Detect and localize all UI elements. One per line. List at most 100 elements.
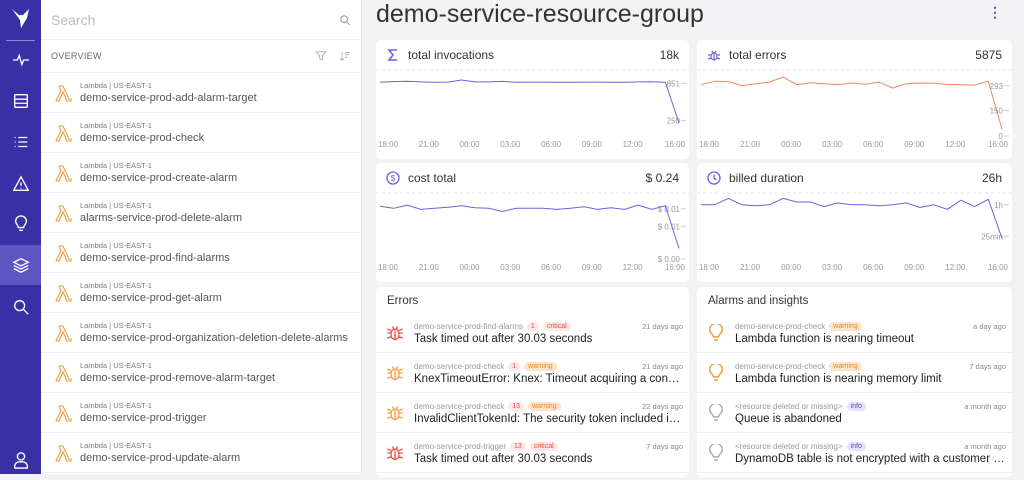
x-tick-label: 03:00 xyxy=(822,140,843,149)
resource-name: demo-service-prod-organization-deletion-… xyxy=(80,332,348,344)
x-tick-label: 03:00 xyxy=(500,263,521,272)
x-tick-label: 09:00 xyxy=(582,140,603,149)
nav-item-layers[interactable] xyxy=(0,245,41,285)
filter-icon[interactable] xyxy=(315,50,327,62)
x-tick-label: 09:00 xyxy=(904,263,925,272)
x-tick-label: 00:00 xyxy=(781,140,802,149)
error-item[interactable]: demo-service-prod-trigger 13 critical 7 day… xyxy=(376,433,689,473)
lambda-icon xyxy=(55,124,72,142)
count-badge: 13 xyxy=(510,441,526,451)
resource-item[interactable]: Lambda | US-EAST-1 demo-service-prod-chec… xyxy=(41,113,361,153)
x-tick-label: 03:00 xyxy=(500,140,521,149)
main-content: demo-service-resource-group ⋮ 851 250 18:0… xyxy=(362,0,1024,477)
bug-icon xyxy=(707,50,721,61)
sort-icon[interactable] xyxy=(339,50,351,62)
lightbulb-icon xyxy=(708,363,724,381)
x-tick-label: 00:00 xyxy=(781,263,802,272)
lambda-icon xyxy=(55,404,72,422)
severity-badge: critical xyxy=(542,321,571,331)
resource-name: demo-service-prod-trigger xyxy=(80,412,207,424)
resource-item[interactable]: Lambda | US-EAST-1 demo-service-prod-crea… xyxy=(41,153,361,193)
resource-item[interactable]: Lambda | US-EAST-1 demo-service-prod-trig… xyxy=(41,393,361,433)
count-badge: 1 xyxy=(526,321,539,331)
resource-name: alarms-service-prod-delete-alarm xyxy=(80,212,242,224)
y-tick-label: $ 0.01 xyxy=(658,205,681,214)
alarm-time: a day ago xyxy=(973,321,1006,331)
pulse-icon xyxy=(12,53,29,67)
lambda-icon xyxy=(55,324,72,342)
x-tick-label: 16:00 xyxy=(665,140,686,149)
resource-type: Lambda | US-EAST-1 xyxy=(80,81,152,90)
error-resource: demo-service-prod-find-alarms xyxy=(414,321,523,331)
alarm-item[interactable]: <resource deleted or missing> info a month… xyxy=(697,433,1012,473)
y-tick-label: $ 0.01 xyxy=(658,222,681,231)
nav-item-search[interactable] xyxy=(0,287,41,327)
x-tick-label: 21:00 xyxy=(740,140,761,149)
x-tick-label: 09:00 xyxy=(904,140,925,149)
alarm-message: Lambda function is nearing timeout xyxy=(735,333,914,345)
nav-item-alerts[interactable] xyxy=(0,164,41,204)
y-tick-label: 0 xyxy=(999,132,1004,141)
resource-item[interactable]: Lambda | US-EAST-1 alarms-service-prod-de… xyxy=(41,193,361,233)
nav-item-resources[interactable] xyxy=(0,81,41,121)
resource-item[interactable]: Lambda | US-EAST-1 demo-service-prod-orga… xyxy=(41,313,361,353)
alarm-item[interactable]: <resource deleted or missing> info a month… xyxy=(697,393,1012,433)
series-line xyxy=(701,197,1003,239)
x-tick-label: 00:00 xyxy=(460,140,481,149)
x-tick-label: 06:00 xyxy=(541,140,562,149)
alarm-resource: <resource deleted or missing> xyxy=(735,441,843,451)
logo-icon[interactable] xyxy=(8,6,34,32)
chart-total: $ 0.24 xyxy=(645,171,679,185)
lambda-icon xyxy=(55,444,72,462)
severity-badge: warning xyxy=(528,401,561,411)
nav-item-pulse[interactable] xyxy=(0,40,41,80)
x-tick-label: 06:00 xyxy=(541,263,562,272)
nav-item-insights[interactable] xyxy=(0,204,41,244)
nav-item-list[interactable] xyxy=(0,122,41,162)
x-tick-label: 00:00 xyxy=(460,263,481,272)
nav-item-user[interactable] xyxy=(0,440,41,480)
lightbulb-icon xyxy=(708,403,724,421)
resource-type: Lambda | US-EAST-1 xyxy=(80,241,152,250)
more-options-icon[interactable]: ⋮ xyxy=(988,4,1002,20)
resource-item[interactable]: Lambda | US-EAST-1 demo-service-prod-upda… xyxy=(41,433,361,473)
error-time: 22 days ago xyxy=(642,401,683,411)
search-icon[interactable] xyxy=(339,14,351,26)
resource-item[interactable]: Lambda | US-EAST-1 demo-service-prod-remo… xyxy=(41,353,361,393)
resource-item[interactable]: Lambda | US-EAST-1 demo-service-prod-add-… xyxy=(41,73,361,113)
y-tick-label: 293 xyxy=(990,82,1004,91)
resource-item[interactable]: Lambda | US-EAST-1 demo-service-prod-get-… xyxy=(41,273,361,313)
alarm-item[interactable]: demo-service-prod-check warning 7 days ago… xyxy=(697,353,1012,393)
series-line xyxy=(379,204,680,249)
clock-icon xyxy=(707,171,721,185)
error-item[interactable]: demo-service-prod-check 1 warning 21 days a… xyxy=(376,353,689,393)
resource-type: Lambda | US-EAST-1 xyxy=(80,321,152,330)
resource-type: Lambda | US-EAST-1 xyxy=(80,441,152,450)
search-input[interactable] xyxy=(51,11,339,28)
x-tick-label: 09:00 xyxy=(582,263,603,272)
error-item[interactable]: demo-service-prod-check 13 warning 22 days … xyxy=(376,393,689,433)
lightbulb-icon xyxy=(14,215,27,231)
resource-item[interactable]: Lambda | US-EAST-1 demo-service-prod-find… xyxy=(41,233,361,273)
x-tick-label: 06:00 xyxy=(863,140,884,149)
y-tick-label: 25min xyxy=(981,232,1003,241)
error-item[interactable]: demo-service-prod-find-alarms 1 critical 21… xyxy=(376,313,689,353)
alarm-resource: demo-service-prod-check xyxy=(735,321,826,331)
x-tick-label: 03:00 xyxy=(822,263,843,272)
lambda-icon xyxy=(55,284,72,302)
severity-badge: warning xyxy=(524,361,557,371)
y-tick-label: 851 xyxy=(667,79,681,88)
alarm-message: DynamoDB table is not encrypted with a c… xyxy=(735,453,1006,465)
y-tick-label: 1h xyxy=(994,201,1003,210)
user-icon xyxy=(13,452,28,469)
severity-badge: critical xyxy=(529,441,558,451)
chart-title: billed duration xyxy=(729,171,804,185)
resource-list: Lambda | US-EAST-1 demo-service-prod-add-… xyxy=(41,73,361,473)
error-resource: demo-service-prod-check xyxy=(414,361,505,371)
severity-badge: warning xyxy=(829,361,862,371)
x-tick-label: 18:00 xyxy=(699,140,720,149)
alarm-item[interactable]: demo-service-prod-check warning a day ago L… xyxy=(697,313,1012,353)
x-tick-label: 12:00 xyxy=(623,140,644,149)
dollar-icon: $ xyxy=(386,171,400,185)
resource-name: demo-service-prod-add-alarm-target xyxy=(80,92,257,104)
